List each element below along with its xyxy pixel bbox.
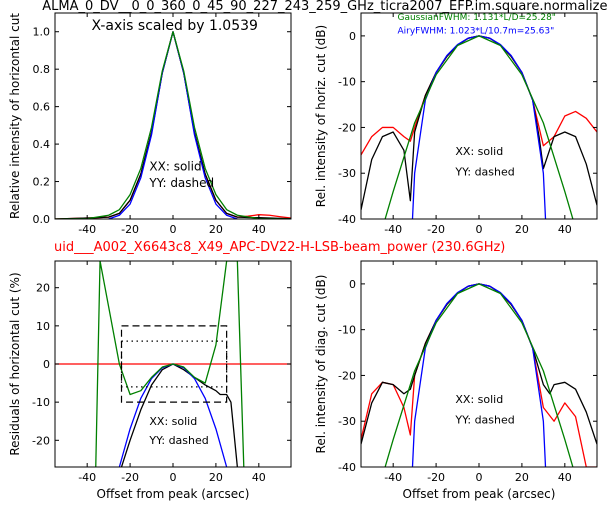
x-tick-label: -40: [384, 223, 402, 236]
annotation: GaussianFWHM: 1.131*L/D=25.28": [397, 13, 555, 23]
series-line-blue: [411, 35, 547, 219]
x-tick-label: 40: [558, 223, 572, 236]
plot-area: [55, 261, 291, 467]
y-tick-label: -40: [338, 213, 356, 226]
annotation: YY: dashed: [148, 434, 208, 447]
y-tick-label: 0.8: [33, 63, 51, 76]
plot-frame: [360, 260, 598, 468]
y-tick-label: 0: [43, 358, 50, 371]
series-line-blue: [108, 31, 238, 219]
y-tick-label: 1.0: [33, 26, 51, 39]
annotation: YY: dashed: [454, 414, 514, 427]
series-line-blue: [411, 283, 547, 467]
annotation: XX: solid: [455, 145, 503, 158]
series-line-xx-red: [361, 283, 597, 467]
y-tick-label: -10: [32, 396, 50, 409]
series-line-green: [384, 35, 574, 219]
x-tick-label: -20: [121, 471, 139, 484]
y-tick-label: 0: [349, 278, 356, 291]
series-line-xx-black: [55, 31, 291, 219]
x-tick-label: 20: [515, 223, 529, 236]
x-tick-label: 0: [170, 223, 177, 236]
x-tick-label: 20: [209, 471, 223, 484]
diagonal-cut-db-panel: -40 -20 0 20 40 -40 -30 -20 -10 0 Offset from peak…: [314, 260, 598, 501]
annotation: X-axis scaled by 1.0539: [91, 18, 257, 34]
y-tick-label: -20: [338, 369, 356, 382]
series-line-green: [55, 31, 291, 219]
y-tick-label: 10: [36, 320, 50, 333]
x-tick-label: -40: [78, 223, 96, 236]
y-tick-label: 20: [36, 282, 50, 295]
figure-title: ALMA_0_DV__0_0_360_0_45_90_227_243_259_G…: [42, 0, 607, 14]
y-tick-label: -30: [338, 415, 356, 428]
x-tick-label: -20: [427, 471, 445, 484]
y-tick-label: -40: [338, 461, 356, 474]
x-tick-label: 20: [209, 223, 223, 236]
y-tick-label: 0: [349, 30, 356, 43]
x-tick-label: 20: [515, 471, 529, 484]
plot-frame: [360, 12, 598, 220]
y-tick-label: -10: [338, 76, 356, 89]
x-tick-label: 0: [170, 471, 177, 484]
x-axis-label: Offset from peak (arcsec): [403, 487, 556, 501]
dashed-box: [120, 325, 228, 403]
annotation: AiryFWHM: 1.023*L/10.7m=25.63": [397, 27, 554, 37]
x-tick-label: 40: [252, 223, 266, 236]
x-tick-label: 40: [558, 471, 572, 484]
x-tick-label: -40: [78, 471, 96, 484]
y-tick-label: 0.6: [33, 101, 51, 114]
horizontal-cut-linear-panel: -40 -20 0 20 40 0.0 0.2 0.4 0.6 0.8 1.0 Relative in…: [8, 12, 292, 236]
x-tick-label: -20: [121, 223, 139, 236]
y-axis-label: Rel. intensity of horiz. cut (dB): [314, 25, 328, 207]
plot-area: [361, 283, 597, 467]
x-tick-label: -40: [384, 471, 402, 484]
y-axis-label: Rel. intensity of diag. cut (dB): [314, 275, 328, 454]
y-axis-label: Residuals of horizontal cut (%): [8, 272, 22, 455]
plot-area: [55, 31, 291, 219]
y-tick-label: -20: [338, 121, 356, 134]
annotation: YY: dashed: [148, 176, 214, 190]
y-tick-label: 0.2: [33, 176, 51, 189]
horizontal-cut-db-panel: -40 -20 0 20 40 -40 -30 -20 -10 0 Rel. intensity o…: [314, 12, 598, 236]
series-line-green: [384, 283, 574, 467]
y-tick-label: -20: [32, 434, 50, 447]
horizontal-residuals-panel: -40 -20 0 20 40 -20 -10 0 10 20 Offset from peak (…: [8, 260, 292, 501]
plot-area: [361, 35, 597, 219]
annotation: XX: solid: [149, 159, 201, 173]
series-line-green: [95, 261, 245, 467]
y-tick-label: -10: [338, 324, 356, 337]
annotation: YY: dashed: [454, 166, 514, 179]
series-line-xx-red: [55, 31, 291, 219]
y-tick-label: 0.0: [33, 213, 51, 226]
x-tick-label: 0: [476, 471, 483, 484]
annotation: XX: solid: [149, 415, 197, 428]
y-axis-label: Relative intensity of horizontal cut: [8, 13, 22, 219]
x-tick-label: 0: [476, 223, 483, 236]
annotation: XX: solid: [455, 393, 503, 406]
x-tick-label: -20: [427, 223, 445, 236]
y-tick-label: 0.4: [33, 138, 51, 151]
x-tick-label: 40: [252, 471, 266, 484]
y-tick-label: -30: [338, 167, 356, 180]
x-axis-label: Offset from peak (arcsec): [97, 487, 250, 501]
figure-subtitle: uid___A002_X6643c8_X49_APC-DV22-H-LSB-be…: [54, 240, 505, 255]
